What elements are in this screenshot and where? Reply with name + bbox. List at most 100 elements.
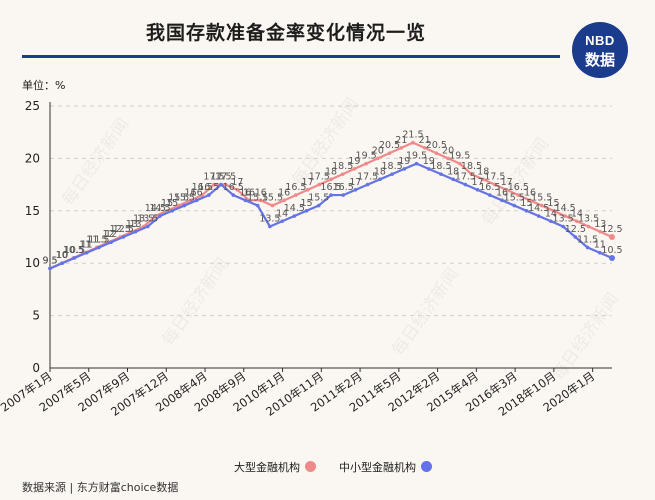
data-label: 14.5 xyxy=(528,203,549,214)
data-point xyxy=(402,167,407,171)
y-tick-label: 10 xyxy=(25,256,40,270)
data-point xyxy=(426,167,431,171)
data-point xyxy=(72,256,77,260)
data-point xyxy=(231,193,236,197)
data-label: 17.5 xyxy=(215,172,236,183)
title-rule xyxy=(22,55,560,58)
data-label: 11 xyxy=(594,240,606,251)
data-label: 17.5 xyxy=(484,172,505,183)
data-point xyxy=(364,161,368,166)
data-label: 15.5 xyxy=(308,193,329,204)
data-label: 14.5 xyxy=(284,203,305,214)
data-label: 14.5 xyxy=(555,203,576,214)
data-point xyxy=(194,198,199,203)
data-point xyxy=(524,209,529,213)
data-point xyxy=(294,193,298,197)
data-label: 18 xyxy=(447,166,459,177)
data-point xyxy=(97,245,101,250)
data-point xyxy=(352,167,357,171)
data-label: 15 xyxy=(547,198,559,209)
data-label: 13 xyxy=(129,219,141,230)
data-point xyxy=(207,193,211,197)
data-label: 19.5 xyxy=(356,151,377,162)
data-label: 11 xyxy=(79,240,91,251)
data-label: 20.5 xyxy=(426,140,447,151)
data-point xyxy=(243,198,248,203)
data-point xyxy=(597,250,602,255)
data-point xyxy=(329,193,333,197)
data-label: 15.5 xyxy=(168,193,189,204)
data-label: 13.5 xyxy=(133,214,154,225)
data-point xyxy=(411,140,415,145)
y-tick-label: 20 xyxy=(25,151,40,165)
logo-text: NBD xyxy=(585,33,615,48)
data-label: 13.5 xyxy=(578,214,599,225)
data-label: 14.5 xyxy=(149,203,170,214)
data-label: 18.5 xyxy=(332,161,353,172)
data-point xyxy=(414,161,419,166)
data-point xyxy=(170,209,174,213)
data-label: 10.5 xyxy=(63,245,84,256)
legend-item-large: 大型金融机构 xyxy=(234,459,316,475)
data-point xyxy=(317,182,322,187)
data-point xyxy=(182,203,187,208)
data-point xyxy=(434,151,439,155)
legend-label-small: 中小型金融机构 xyxy=(339,461,416,474)
data-label: 16 xyxy=(243,187,255,198)
series-end-marker xyxy=(609,234,615,240)
legend-item-small: 中小型金融机构 xyxy=(339,459,432,475)
data-point xyxy=(200,193,205,197)
data-point xyxy=(399,146,404,150)
unit-label: 单位：% xyxy=(22,79,66,92)
data-label: 16.5 xyxy=(223,182,244,193)
data-point xyxy=(48,266,52,271)
data-point xyxy=(258,198,263,203)
data-label: 17.5 xyxy=(455,172,476,183)
data-point xyxy=(188,198,193,203)
data-point xyxy=(109,240,113,245)
data-label: 11.5 xyxy=(577,234,598,245)
data-label: 16.5 xyxy=(198,182,219,193)
data-point xyxy=(292,214,297,218)
data-label: 12 xyxy=(105,229,117,240)
data-point xyxy=(528,198,532,203)
data-point xyxy=(353,188,358,192)
data-label: 11 xyxy=(81,240,93,251)
nbd-logo: NBD 数据 xyxy=(572,22,628,78)
data-label: 16.5 xyxy=(285,182,306,193)
data-point xyxy=(60,261,65,265)
data-label: 13 xyxy=(594,219,606,230)
data-point xyxy=(457,161,462,166)
data-point xyxy=(365,182,370,187)
y-tick-label: 25 xyxy=(25,99,40,113)
data-point xyxy=(255,203,260,208)
data-label: 16.5 xyxy=(333,182,354,193)
data-label: 21 xyxy=(419,135,431,146)
data-label: 12.5 xyxy=(601,224,622,235)
data-point xyxy=(158,214,162,218)
y-tick-label: 15 xyxy=(25,204,40,218)
data-label: 19.5 xyxy=(406,151,427,162)
data-point xyxy=(270,203,275,208)
legend-dot-large xyxy=(305,461,316,472)
data-point xyxy=(539,203,544,208)
data-point xyxy=(280,219,284,224)
y-tick-label: 0 xyxy=(32,361,40,375)
data-label: 17 xyxy=(472,177,484,188)
data-point xyxy=(573,235,578,239)
data-point xyxy=(223,182,228,187)
data-label: 18 xyxy=(374,166,386,177)
data-point xyxy=(121,235,126,239)
data-label: 15.5 xyxy=(504,193,525,204)
data-label: 14 xyxy=(571,208,583,219)
data-point xyxy=(153,214,158,218)
data-point xyxy=(268,224,272,229)
data-point xyxy=(378,177,382,182)
data-label: 15.5 xyxy=(247,193,268,204)
data-label: 13 xyxy=(126,219,138,230)
data-point xyxy=(551,209,556,213)
data-point xyxy=(329,177,333,182)
watermark-text: 每日经济新闻 xyxy=(388,265,463,360)
data-label: 18.5 xyxy=(382,161,403,172)
data-label: 9.5 xyxy=(42,255,57,266)
